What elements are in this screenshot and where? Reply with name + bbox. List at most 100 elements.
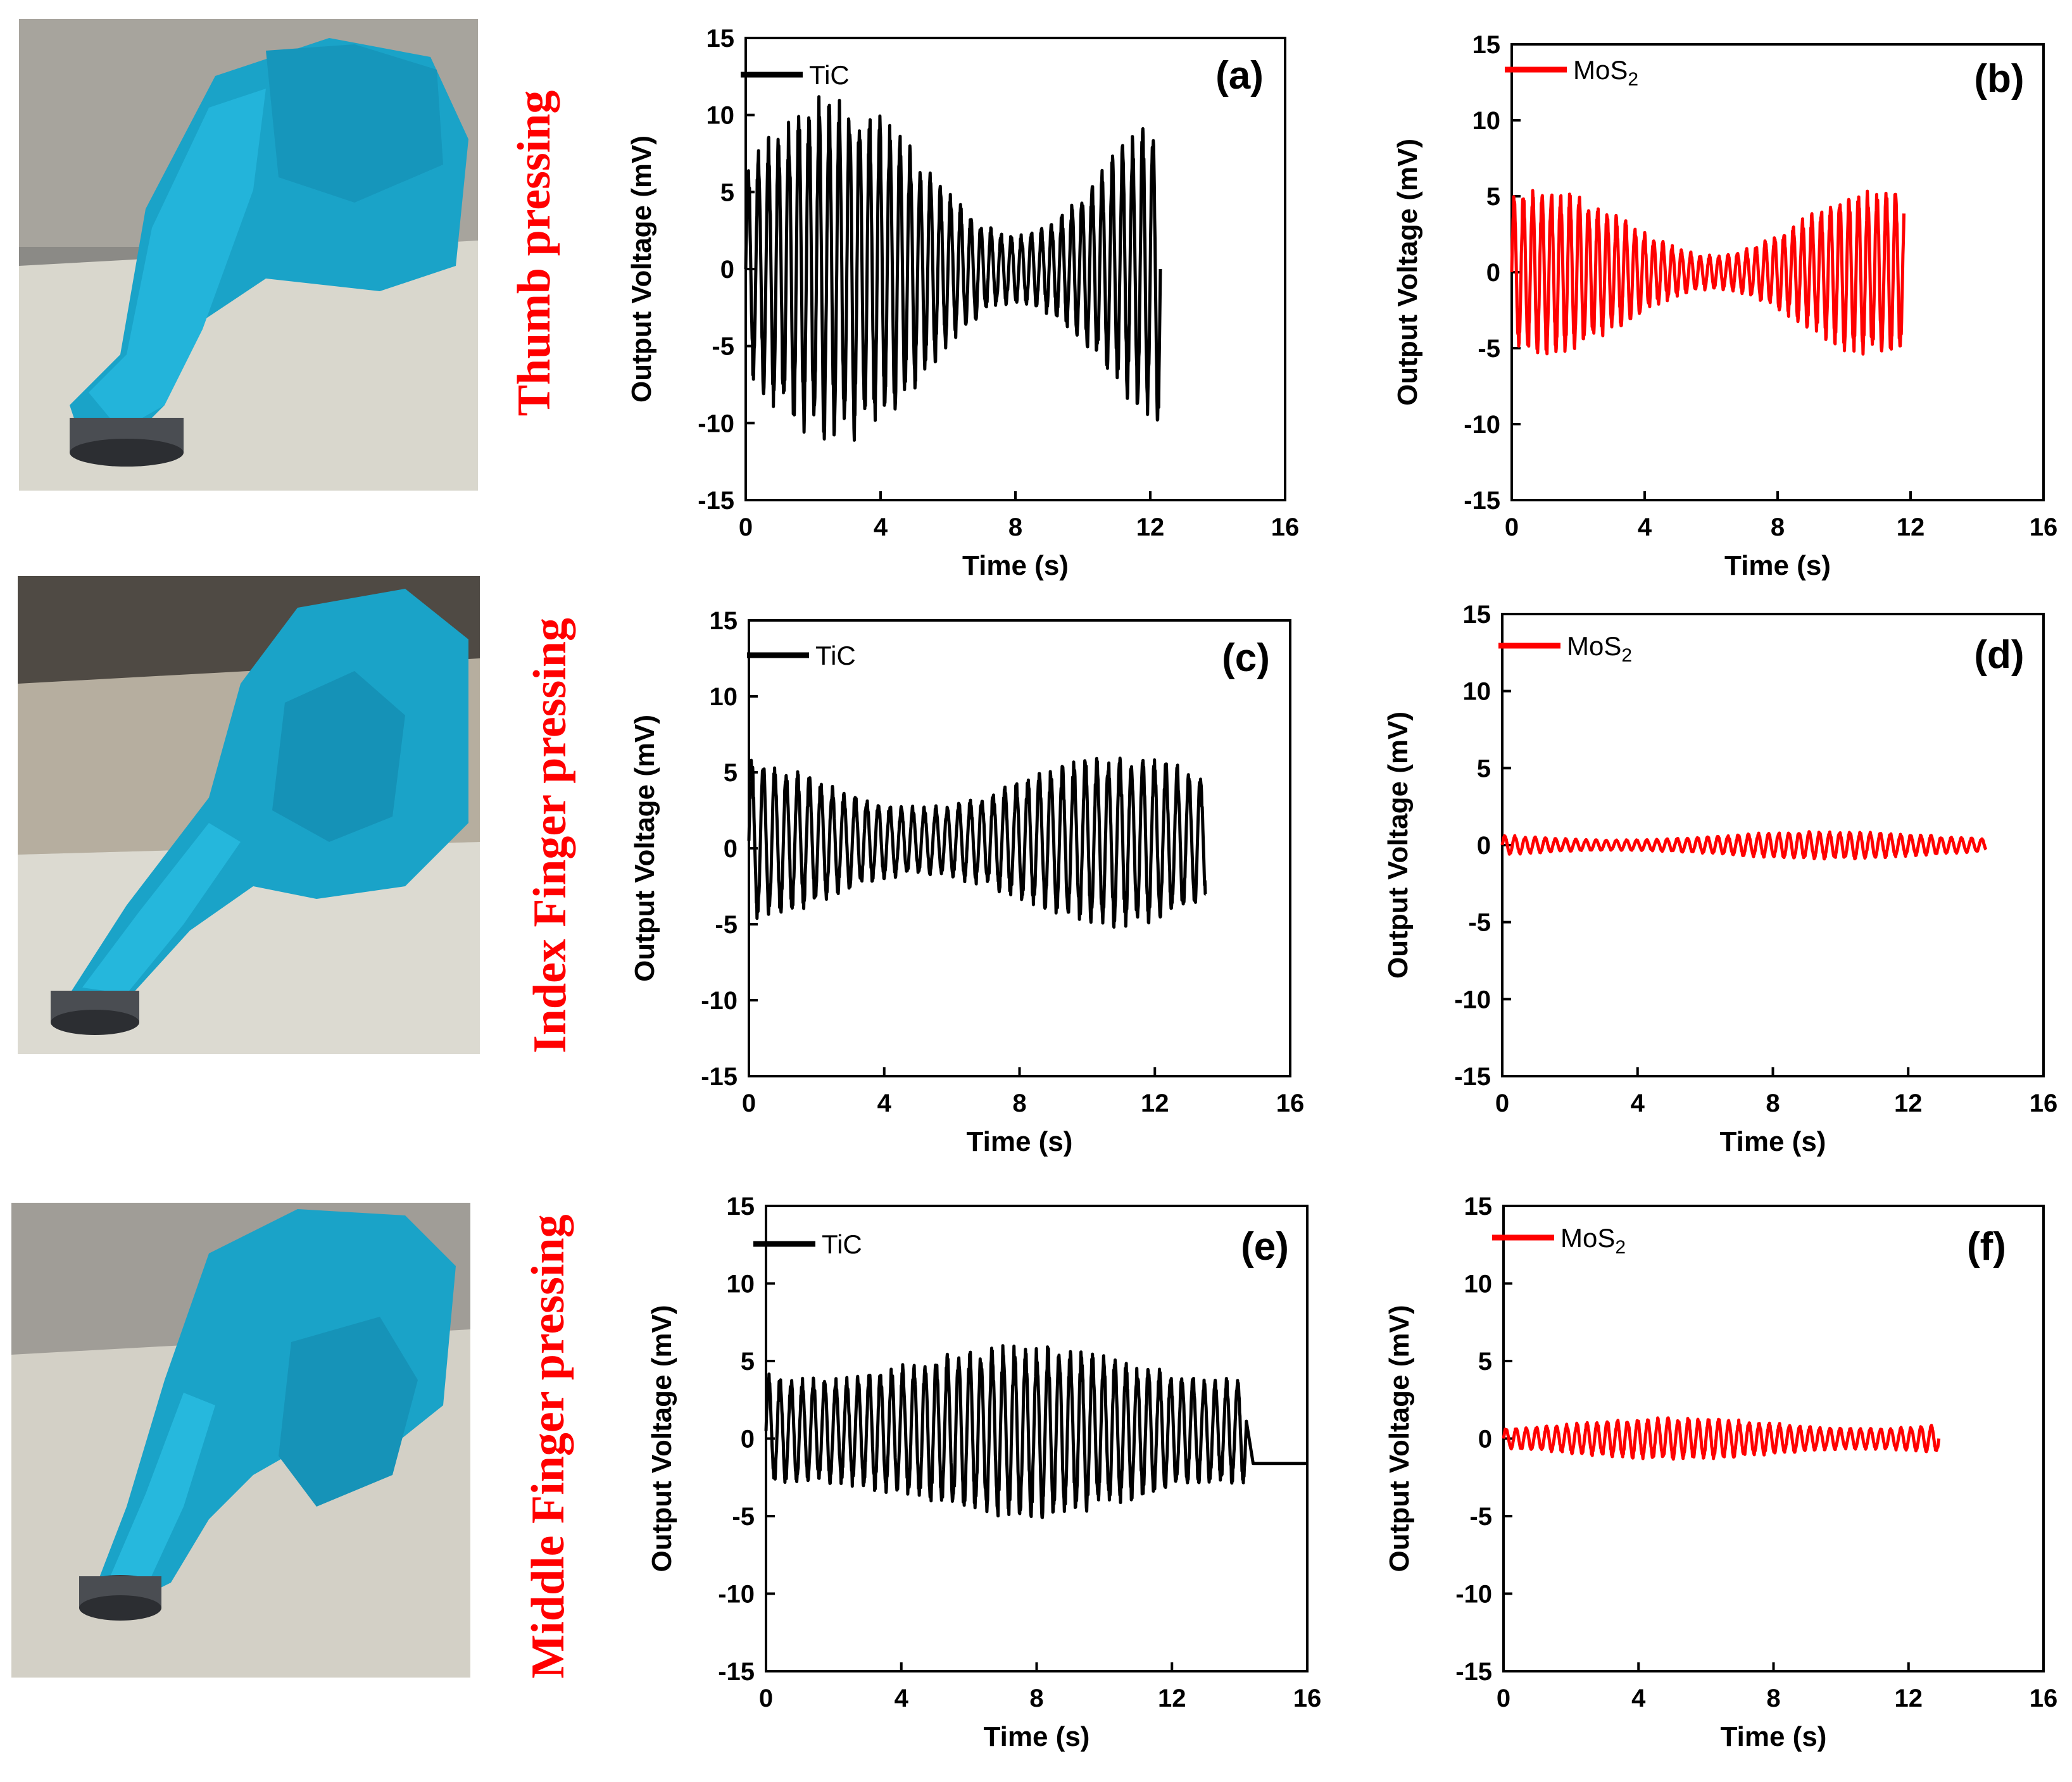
y-tick-label: 0 [741, 1426, 755, 1453]
y-tick-label: 15 [1464, 1193, 1493, 1220]
x-tick-label: 12 [1894, 1089, 1923, 1117]
chart-panel-a: -15 -10 -5 0 5 10 15 0 4 8 12 16 Time (s) Output Volt… [626, 25, 1299, 581]
legend-label: TiC [815, 641, 856, 670]
y-tick-label: 0 [1478, 1426, 1492, 1453]
series-line-tic [747, 756, 1207, 929]
x-tick-label: 0 [739, 513, 753, 541]
x-tick-label: 0 [759, 1685, 773, 1712]
x-tick-label: 8 [1029, 1685, 1043, 1712]
y-tick-label: -10 [1464, 411, 1500, 439]
series-line-mos2 [1502, 1416, 1941, 1461]
y-tick-label: 10 [1464, 1271, 1493, 1298]
x-tick-label: 16 [2030, 1089, 2058, 1117]
photo-thumb-pressing [19, 19, 478, 491]
y-axis-label: Output Voltage (mV) [629, 715, 660, 982]
y-tick-label: 5 [1486, 183, 1500, 211]
series-line-tic [764, 1344, 1307, 1519]
panel-label: (f) [1967, 1225, 2006, 1269]
y-tick-label: 15 [1472, 31, 1501, 59]
chart-panel-d: -15 -10 -5 0 5 10 15 0 4 8 12 16 Time (s) Output Volt… [1383, 601, 2057, 1157]
y-tick-label: -10 [718, 1581, 755, 1609]
legend-label: TiC [822, 1229, 862, 1259]
series-line-mos2 [1510, 189, 1906, 356]
y-tick-label: 0 [1477, 832, 1491, 860]
y-tick-label: -10 [1455, 1581, 1492, 1609]
x-tick-label: 0 [1497, 1685, 1510, 1712]
y-tick-label: 10 [727, 1271, 755, 1298]
legend-label: TiC [809, 60, 850, 90]
y-tick-label: -10 [698, 410, 734, 437]
row-label-index: Index Finger pressing [524, 618, 576, 1053]
x-axis-label: Time (s) [967, 1126, 1073, 1157]
y-tick-label: 0 [724, 835, 738, 863]
chart-panel-c: -15 -10 -5 0 5 10 15 0 4 8 12 16 Time (s) Output Volt… [629, 607, 1304, 1157]
x-tick-label: 8 [1012, 1089, 1026, 1117]
y-tick-label: 15 [1463, 601, 1491, 629]
x-axis-label: Time (s) [1720, 1126, 1826, 1157]
x-tick-label: 0 [1505, 513, 1519, 541]
x-tick-label: 16 [2030, 1685, 2058, 1712]
y-tick-label: -15 [1464, 487, 1500, 515]
x-tick-label: 8 [1766, 1089, 1780, 1117]
x-tick-label: 8 [1008, 513, 1022, 541]
y-tick-label: 15 [710, 607, 738, 635]
x-axis-label: Time (s) [962, 550, 1069, 581]
x-tick-label: 12 [1897, 513, 1925, 541]
legend-label: MoS2 [1573, 55, 1638, 90]
photo-middle-finger-pressing [11, 1203, 470, 1678]
y-tick-label: 5 [1478, 1348, 1492, 1376]
y-tick-label: 0 [720, 256, 734, 284]
y-tick-label: -15 [718, 1658, 755, 1686]
plot-frame [765, 1205, 1309, 1672]
legend-label: MoS2 [1567, 631, 1632, 666]
panel-label: (c) [1222, 636, 1270, 680]
y-tick-label: 0 [1486, 259, 1500, 287]
x-tick-label: 16 [1271, 513, 1300, 541]
x-tick-label: 16 [1276, 1089, 1305, 1117]
y-tick-label: 10 [710, 683, 738, 711]
y-tick-label: -15 [701, 1063, 738, 1091]
y-tick-label: 10 [1463, 678, 1491, 706]
x-tick-label: 12 [1141, 1089, 1169, 1117]
panel-label: (a) [1215, 54, 1264, 97]
x-tick-label: 8 [1771, 513, 1785, 541]
row-label-thumb: Thumb pressing [508, 91, 560, 417]
x-tick-label: 4 [877, 1089, 892, 1117]
y-tick-label: 15 [706, 25, 735, 53]
y-axis-label: Output Voltage (mV) [646, 1305, 677, 1572]
y-tick-label: 15 [727, 1193, 755, 1220]
row-label-middle: Middle Finger pressing [522, 1214, 574, 1678]
panel-label: (e) [1241, 1225, 1289, 1269]
x-tick-label: 16 [2030, 513, 2058, 541]
legend-label: MoS2 [1560, 1223, 1626, 1258]
x-tick-label: 8 [1766, 1685, 1780, 1712]
y-tick-label: -5 [1478, 335, 1500, 363]
y-tick-label: -15 [1455, 1658, 1492, 1686]
y-tick-label: 10 [706, 102, 735, 130]
y-axis-label: Output Voltage (mV) [626, 135, 657, 403]
chart-panel-f: -15 -10 -5 0 5 10 15 0 4 8 12 16 Time (s) Output Volt… [1384, 1193, 2057, 1752]
x-tick-label: 12 [1895, 1685, 1923, 1712]
x-tick-label: 0 [742, 1089, 756, 1117]
y-tick-label: 5 [720, 179, 734, 206]
y-axis-label: Output Voltage (mV) [1392, 139, 1423, 406]
series-line-mos2 [1500, 830, 1988, 861]
y-tick-label: -10 [1454, 986, 1491, 1013]
y-tick-label: -5 [712, 333, 734, 361]
y-tick-label: -15 [698, 487, 734, 515]
x-tick-label: 4 [874, 513, 888, 541]
chart-panel-b: -15 -10 -5 0 5 10 15 0 4 8 12 16 Time (s) Output Volt… [1392, 31, 2057, 581]
x-tick-label: 16 [1293, 1685, 1322, 1712]
panel-label: (d) [1974, 633, 2024, 677]
x-tick-label: 0 [1495, 1089, 1509, 1117]
y-tick-label: -5 [1468, 909, 1491, 937]
y-tick-label: -5 [1469, 1503, 1492, 1531]
x-axis-label: Time (s) [1724, 550, 1831, 581]
y-axis-label: Output Voltage (mV) [1383, 712, 1414, 979]
y-tick-label: -15 [1454, 1063, 1491, 1091]
panel-label: (b) [1974, 57, 2024, 101]
series-line-tic [744, 95, 1162, 442]
y-tick-label: -5 [715, 911, 738, 939]
x-tick-label: 12 [1136, 513, 1165, 541]
x-tick-label: 4 [1631, 1089, 1645, 1117]
